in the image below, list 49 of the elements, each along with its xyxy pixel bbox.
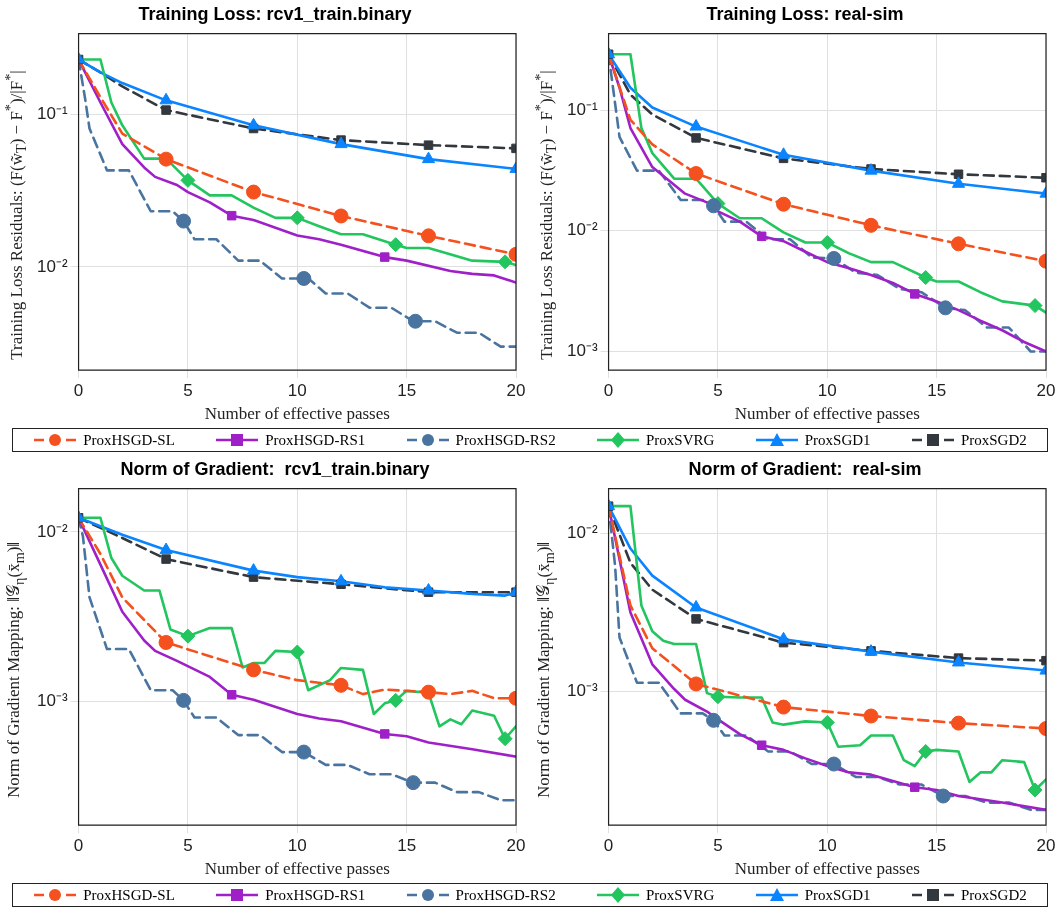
legend-label: ProxSGD1 xyxy=(804,431,871,449)
y-tick-label: 10⁻³ xyxy=(36,690,68,710)
x-tick-label: 15 xyxy=(927,381,947,401)
legend-label: ProxHSGD-SL xyxy=(83,886,175,904)
chart-title: Training Loss: rcv1_train.binary xyxy=(138,3,412,24)
legend-label: ProxHSGD-RS1 xyxy=(265,431,366,449)
x-tick-label: 20 xyxy=(1036,836,1056,856)
legend-label: ProxSVRG xyxy=(646,886,715,904)
x-tick-label: 5 xyxy=(183,381,193,401)
y-tick-label: 10⁻¹ xyxy=(36,104,68,124)
x-tick-label: 15 xyxy=(397,381,417,401)
x-tick-label: 0 xyxy=(73,836,84,856)
x-tick-label: 0 xyxy=(73,381,84,401)
x-axis-title: Number of effective passes xyxy=(734,404,920,424)
x-tick-label: 20 xyxy=(506,836,526,856)
y-tick-label: 10⁻³ xyxy=(566,341,598,361)
x-tick-label: 10 xyxy=(817,836,837,856)
x-tick-label: 20 xyxy=(506,381,526,401)
y-tick-label: 10⁻² xyxy=(36,521,68,541)
x-axis-title: Number of effective passes xyxy=(734,859,920,879)
x-tick-label: 15 xyxy=(927,836,947,856)
y-tick-label: 10⁻² xyxy=(566,220,598,240)
x-tick-label: 10 xyxy=(817,381,837,401)
x-axis-title: Number of effective passes xyxy=(204,859,390,879)
x-tick-label: 10 xyxy=(287,381,307,401)
legend-label: ProxHSGD-SL xyxy=(83,431,175,449)
y-tick-label: 10⁻³ xyxy=(566,681,598,701)
x-tick-label: 15 xyxy=(397,836,417,856)
x-tick-label: 20 xyxy=(1036,381,1056,401)
y-tick-label: 10⁻¹ xyxy=(566,99,598,119)
legend-label: ProxSGD2 xyxy=(960,886,1027,904)
legend-label: ProxSGD2 xyxy=(960,431,1027,449)
legend-label: ProxHSGD-RS2 xyxy=(455,431,556,449)
legend-label: ProxSVRG xyxy=(646,431,715,449)
y-tick-label: 10⁻² xyxy=(36,256,68,276)
chart-title: Norm of Gradient: rcv1_train.binary xyxy=(120,458,430,479)
x-tick-label: 5 xyxy=(713,381,723,401)
legend-label: ProxHSGD-RS2 xyxy=(455,886,556,904)
chart-title: Training Loss: real-sim xyxy=(706,3,904,24)
y-tick-label: 10⁻² xyxy=(566,522,598,542)
legend-label: ProxSGD1 xyxy=(804,886,871,904)
x-tick-label: 10 xyxy=(287,836,307,856)
x-tick-label: 0 xyxy=(603,381,614,401)
chart-title: Norm of Gradient: real-sim xyxy=(688,458,922,479)
x-tick-label: 5 xyxy=(713,836,723,856)
legend-label: ProxHSGD-RS1 xyxy=(265,886,366,904)
x-tick-label: 0 xyxy=(603,836,614,856)
x-axis-title: Number of effective passes xyxy=(204,404,390,424)
x-tick-label: 5 xyxy=(183,836,193,856)
